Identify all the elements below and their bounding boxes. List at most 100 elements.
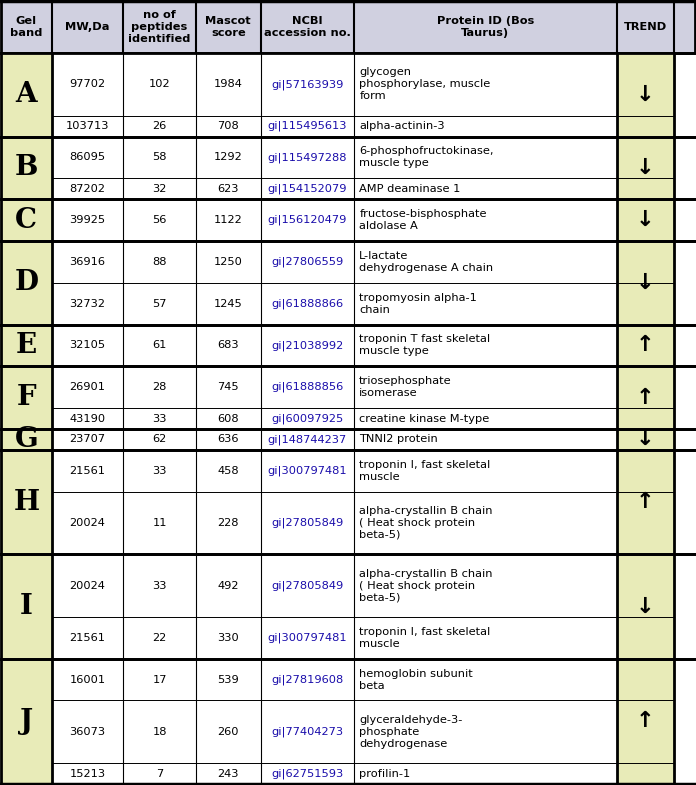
Bar (52, 617, 617, 659)
Text: 43190: 43190 (70, 414, 106, 423)
Text: 61: 61 (152, 341, 167, 350)
Text: gi|27819608: gi|27819608 (271, 674, 344, 685)
Text: 1292: 1292 (214, 152, 243, 162)
Text: 260: 260 (218, 727, 239, 737)
Bar (52, 700, 617, 763)
Bar (617, 53, 674, 137)
Bar (617, 367, 674, 429)
Text: 62: 62 (152, 434, 167, 444)
Bar (52, 408, 617, 429)
Text: 32105: 32105 (70, 341, 106, 350)
Text: gi|61888856: gi|61888856 (271, 382, 344, 392)
Bar (52, 450, 617, 491)
Text: alpha-actinin-3: alpha-actinin-3 (359, 121, 445, 131)
Text: gi|115497288: gi|115497288 (268, 152, 347, 162)
Text: 15213: 15213 (70, 769, 106, 779)
Text: ↓: ↓ (636, 429, 655, 449)
Bar (617, 324, 674, 367)
Text: 26901: 26901 (70, 382, 105, 392)
Text: E: E (16, 332, 37, 359)
Text: gi|27806559: gi|27806559 (271, 257, 344, 267)
Text: 39925: 39925 (70, 215, 106, 225)
Text: 103713: 103713 (65, 121, 109, 131)
Text: 1984: 1984 (214, 79, 243, 89)
Text: B: B (15, 155, 38, 181)
Text: 745: 745 (217, 382, 239, 392)
Text: 636: 636 (218, 434, 239, 444)
Bar (617, 199, 674, 241)
Text: J: J (19, 708, 33, 735)
Text: AMP deaminase 1: AMP deaminase 1 (359, 184, 461, 194)
Text: ↓: ↓ (636, 158, 655, 178)
Bar (52, 491, 617, 554)
Text: gi|156120479: gi|156120479 (268, 215, 347, 225)
Text: 20024: 20024 (70, 518, 105, 528)
Text: gi|21038992: gi|21038992 (271, 340, 344, 351)
Text: troponin T fast skeletal
muscle type: troponin T fast skeletal muscle type (359, 334, 491, 356)
Text: 243: 243 (218, 769, 239, 779)
Text: 28: 28 (152, 382, 167, 392)
Text: 22: 22 (152, 633, 167, 643)
Text: 539: 539 (217, 674, 239, 685)
Text: 18: 18 (152, 727, 167, 737)
Text: gi|77404273: gi|77404273 (271, 727, 343, 737)
Text: ↓: ↓ (636, 272, 655, 293)
Bar (52, 199, 617, 241)
Text: ↓: ↓ (636, 210, 655, 230)
Bar (617, 450, 674, 554)
Text: no of
peptides
identified: no of peptides identified (128, 9, 191, 45)
Bar (1, 429, 52, 450)
Text: ↑: ↑ (636, 388, 655, 407)
Text: fructose-bisphosphate
aldolase A: fructose-bisphosphate aldolase A (359, 209, 487, 231)
Bar (52, 53, 617, 115)
Text: 36073: 36073 (70, 727, 106, 737)
Bar (52, 659, 617, 700)
Text: H: H (13, 488, 40, 516)
Text: 11: 11 (152, 518, 167, 528)
Bar (1, 659, 52, 784)
Text: gi|115495613: gi|115495613 (268, 121, 347, 131)
Bar (52, 554, 617, 617)
Text: 21561: 21561 (70, 633, 105, 643)
Bar (617, 241, 674, 324)
Text: glyceraldehyde-3-
phosphate
dehydrogenase: glyceraldehyde-3- phosphate dehydrogenas… (359, 715, 463, 749)
Bar (1, 1, 695, 53)
Text: TREND: TREND (624, 22, 667, 32)
Text: 86095: 86095 (70, 152, 106, 162)
Bar (52, 137, 617, 178)
Text: 32732: 32732 (70, 298, 105, 309)
Text: glycogen
phosphorylase, muscle
form: glycogen phosphorylase, muscle form (359, 68, 491, 101)
Bar (1, 199, 52, 241)
Text: 32: 32 (152, 184, 167, 194)
Bar (52, 367, 617, 408)
Text: 1122: 1122 (214, 215, 243, 225)
Text: alpha-crystallin B chain
( Heat shock protein
beta-5): alpha-crystallin B chain ( Heat shock pr… (359, 568, 493, 603)
Text: 17: 17 (152, 674, 167, 685)
Bar (1, 554, 52, 659)
Text: 33: 33 (152, 414, 167, 423)
Text: gi|60097925: gi|60097925 (271, 413, 344, 424)
Text: gi|300797481: gi|300797481 (267, 466, 347, 476)
Text: 1250: 1250 (214, 257, 243, 267)
Text: NCBI
accession no.: NCBI accession no. (264, 16, 351, 38)
Text: gi|300797481: gi|300797481 (267, 633, 347, 643)
Text: ↓: ↓ (636, 85, 655, 104)
Bar (52, 429, 617, 450)
Text: D: D (15, 269, 38, 296)
Bar (617, 137, 674, 199)
Text: 458: 458 (217, 466, 239, 476)
Text: 1245: 1245 (214, 298, 243, 309)
Text: ↑: ↑ (636, 492, 655, 512)
Text: A: A (15, 82, 37, 108)
Text: profilin-1: profilin-1 (359, 769, 411, 779)
Text: 36916: 36916 (70, 257, 105, 267)
Text: G: G (15, 426, 38, 453)
Text: Mascot
score: Mascot score (205, 16, 251, 38)
Text: hemoglobin subunit
beta: hemoglobin subunit beta (359, 669, 473, 691)
Text: gi|27805849: gi|27805849 (271, 517, 344, 528)
Text: 33: 33 (152, 466, 167, 476)
Bar (52, 763, 617, 784)
Text: 97702: 97702 (70, 79, 106, 89)
Text: 608: 608 (217, 414, 239, 423)
Bar (617, 659, 674, 784)
